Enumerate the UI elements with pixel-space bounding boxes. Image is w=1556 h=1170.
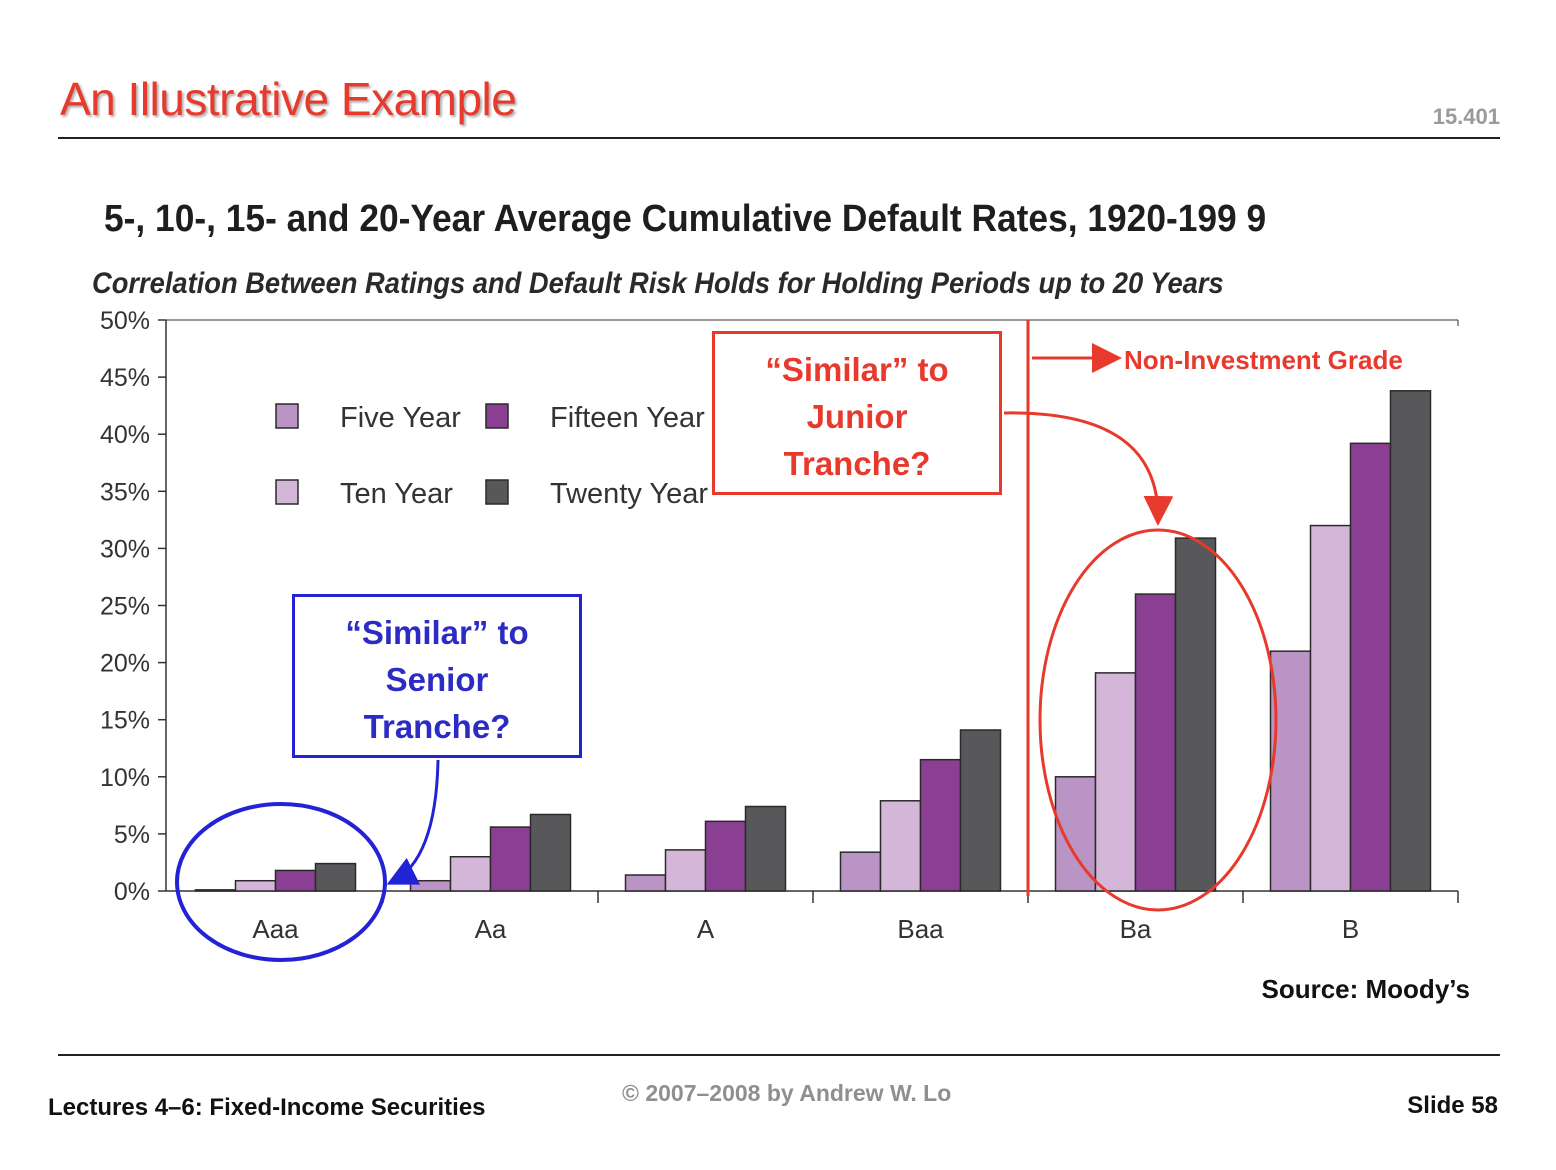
- y-tick-label: 50%: [100, 307, 150, 335]
- bar-aa-fifteen-year: [489, 826, 532, 892]
- legend-swatch: [485, 479, 509, 505]
- ba-highlight-ellipse: [1038, 528, 1278, 912]
- x-tick-label: Baa: [897, 914, 944, 944]
- bar-baa-fifteen-year: [919, 758, 962, 892]
- footer-copyright: © 2007–2008 by Andrew W. Lo: [622, 1080, 952, 1106]
- bar-aaa-five-year: [194, 889, 237, 892]
- chart-title: 5-, 10-, 15- and 20-Year Average Cumulat…: [104, 198, 1267, 240]
- bar-a-twenty-year: [744, 805, 787, 892]
- junior-callout-line-1: “Similar” to: [765, 351, 949, 388]
- bar-ba-twenty-year: [1174, 537, 1217, 892]
- senior-callout-line-1: “Similar” to: [345, 614, 529, 651]
- bar-ba-ten-year: [1094, 672, 1137, 892]
- x-tick-label: A: [697, 914, 715, 944]
- bar-baa-twenty-year: [959, 729, 1002, 892]
- chart-subtitle: Correlation Between Ratings and Default …: [92, 267, 1224, 300]
- y-tick-label: 20%: [100, 650, 150, 678]
- bar-b-fifteen-year: [1349, 442, 1392, 892]
- bar-baa-five-year: [839, 851, 882, 892]
- bar-aaa-fifteen-year: [274, 869, 317, 892]
- junior-tranche-callout: “Similar” to Junior Tranche?: [712, 331, 1002, 495]
- bar-b-five-year: [1269, 650, 1312, 892]
- bar-a-five-year: [624, 874, 667, 892]
- legend-swatch: [275, 403, 299, 429]
- junior-callout-line-2: Junior: [806, 398, 908, 435]
- senior-tranche-callout: “Similar” to Senior Tranche?: [292, 594, 582, 758]
- legend-label: Twenty Year: [550, 478, 708, 510]
- senior-callout-arrow: [386, 759, 440, 885]
- bar-aaa-ten-year: [234, 879, 277, 892]
- y-tick-label: 45%: [100, 364, 150, 392]
- y-tick-label: 0%: [114, 878, 150, 906]
- bar-b-twenty-year: [1389, 390, 1432, 892]
- y-tick-label: 5%: [114, 821, 150, 849]
- bar-aa-ten-year: [449, 855, 492, 892]
- bar-aa-five-year: [409, 879, 452, 892]
- y-tick-label: 40%: [100, 421, 150, 449]
- legend-label: Ten Year: [340, 478, 453, 510]
- footer-lecture: Lectures 4–6: Fixed-Income Securities: [48, 1094, 486, 1121]
- x-tick-label: Ba: [1120, 914, 1152, 944]
- x-tick-label: Aa: [475, 914, 507, 944]
- source-note: Source: Moody’s: [1261, 974, 1470, 1004]
- junior-callout-arrow: [1003, 411, 1174, 526]
- bar-a-ten-year: [664, 849, 707, 892]
- x-tick-label: Aaa: [252, 914, 299, 944]
- y-tick-label: 35%: [100, 478, 150, 506]
- legend-label: Fifteen Year: [550, 402, 705, 434]
- legend-swatch: [485, 403, 509, 429]
- bar-ba-fifteen-year: [1134, 593, 1177, 892]
- junior-callout-line-3: Tranche?: [783, 445, 931, 482]
- course-code: 15.401: [1432, 104, 1500, 129]
- bar-b-ten-year: [1309, 524, 1352, 892]
- footer-divider: [58, 1054, 1500, 1056]
- bar-aaa-twenty-year: [314, 862, 357, 892]
- aaa-highlight-ellipse: [175, 802, 387, 962]
- legend-swatch: [275, 479, 299, 505]
- y-tick-label: 10%: [100, 764, 150, 792]
- y-tick-label: 30%: [100, 535, 150, 563]
- senior-callout-line-2: Senior: [385, 661, 489, 698]
- bar-aa-twenty-year: [529, 813, 572, 892]
- senior-callout-line-3: Tranche?: [363, 708, 511, 745]
- bar-a-fifteen-year: [704, 820, 747, 892]
- non-investment-grade-label: Non-Investment Grade: [1124, 345, 1403, 375]
- slide-title: An Illustrative Example: [60, 73, 517, 125]
- footer-slide-number: Slide 58: [1407, 1092, 1498, 1119]
- bar-baa-ten-year: [879, 800, 922, 892]
- x-tick-label: B: [1342, 914, 1359, 944]
- y-tick-label: 15%: [100, 707, 150, 735]
- title-divider: [58, 137, 1500, 139]
- legend-label: Five Year: [340, 402, 461, 434]
- y-tick-label: 25%: [100, 593, 150, 621]
